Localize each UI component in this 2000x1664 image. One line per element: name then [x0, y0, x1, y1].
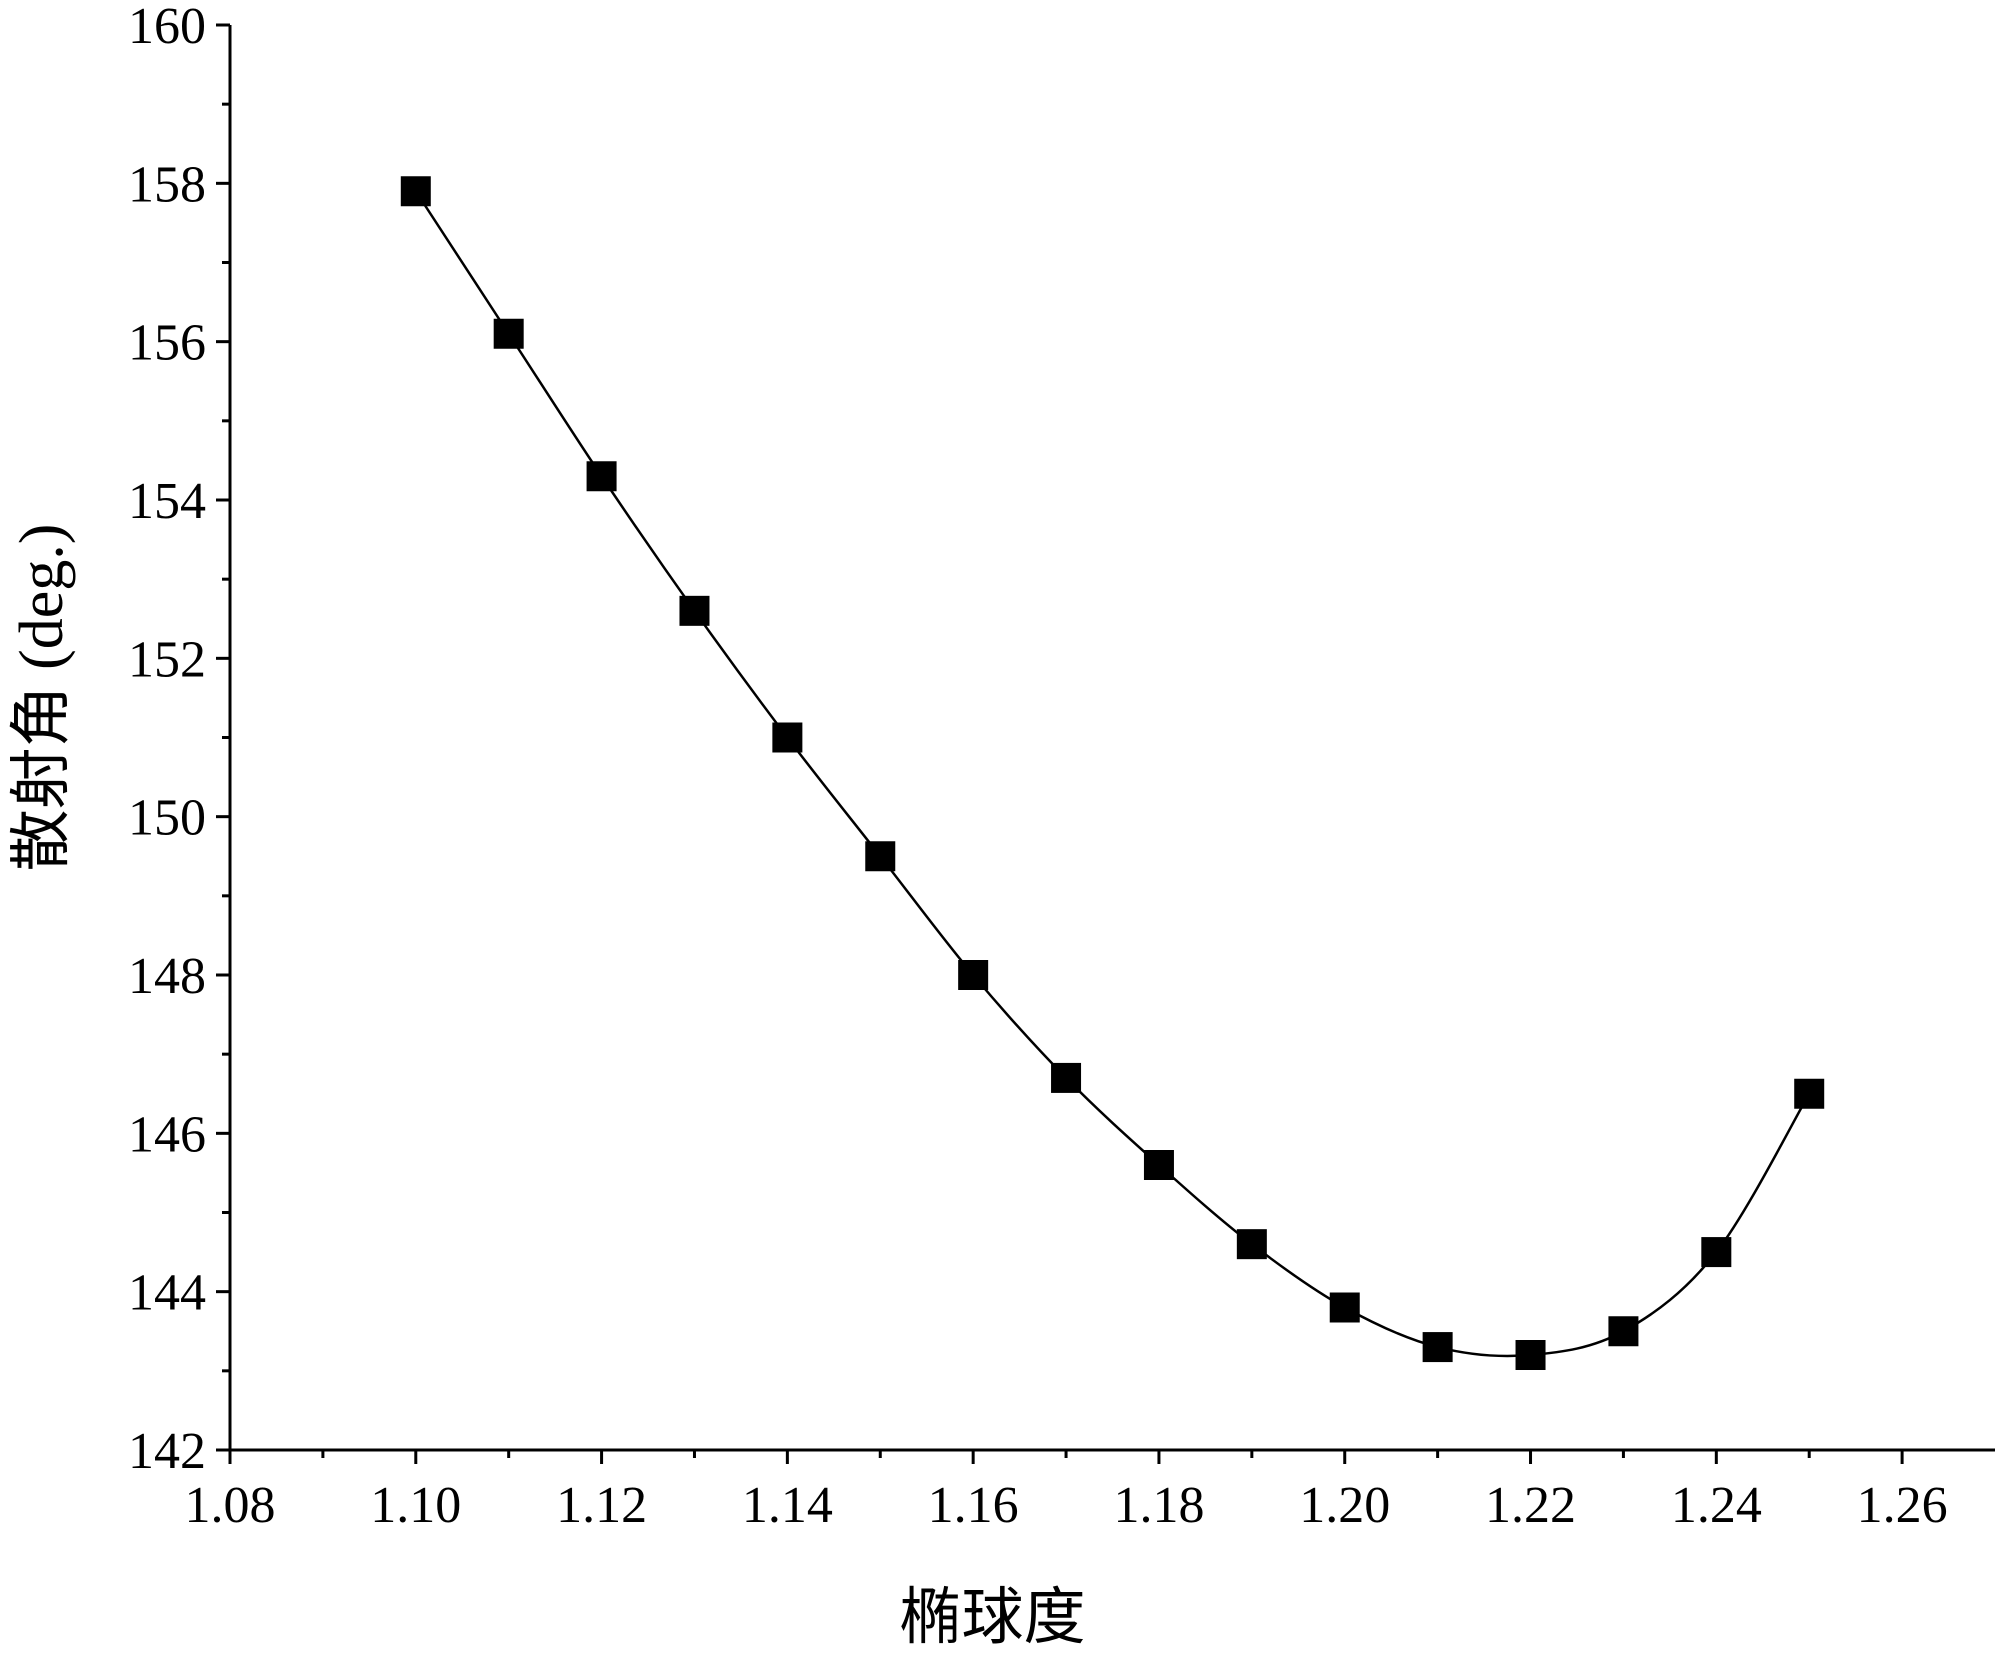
data-point — [1329, 1292, 1360, 1323]
y-tick-label: 156 — [128, 315, 206, 372]
x-axis-ticks: 1.08 1.10 1.12 1.14 1.16 1.18 1.20 1.22 1.24 1.26 — [185, 1450, 1948, 1534]
data-point — [772, 722, 803, 753]
y-tick-label: 146 — [128, 1106, 206, 1163]
x-tick-label: 1.08 — [185, 1477, 276, 1534]
data-point — [493, 318, 524, 349]
y-tick-label: 158 — [128, 156, 206, 213]
y-tick-label: 148 — [128, 948, 206, 1005]
data-point — [400, 176, 431, 207]
x-tick-label: 1.26 — [1857, 1477, 1948, 1534]
x-axis-title: 椭球度 — [899, 1584, 1085, 1652]
data-point — [1236, 1229, 1267, 1260]
x-tick-label: 1.10 — [370, 1477, 461, 1534]
y-tick-label: 142 — [128, 1423, 206, 1480]
y-axis-title: 散射角 (deg.) — [8, 524, 76, 872]
data-point — [679, 595, 710, 626]
x-tick-label: 1.18 — [1113, 1477, 1204, 1534]
y-tick-label: 154 — [128, 473, 206, 530]
data-point — [1143, 1150, 1174, 1180]
data-point — [586, 461, 617, 492]
data-point — [958, 960, 989, 990]
x-tick-label: 1.16 — [928, 1477, 1019, 1534]
data-point — [1608, 1316, 1639, 1347]
y-tick-label: 160 — [128, 0, 206, 55]
x-tick-label: 1.24 — [1671, 1477, 1762, 1534]
y-tick-label: 144 — [128, 1265, 206, 1322]
data-point — [1794, 1078, 1825, 1109]
y-tick-label: 152 — [128, 631, 206, 688]
series — [400, 176, 1825, 1370]
x-tick-label: 1.14 — [742, 1477, 833, 1534]
data-point — [1422, 1332, 1453, 1363]
y-axis-ticks: 142 144 146 148 150 152 154 156 158 160 — [128, 0, 230, 1480]
x-tick-label: 1.12 — [556, 1477, 647, 1534]
data-point — [1515, 1340, 1546, 1370]
data-point — [1701, 1237, 1732, 1268]
x-tick-label: 1.20 — [1299, 1477, 1390, 1534]
series-line — [414, 190, 1811, 1358]
data-point — [865, 841, 896, 872]
x-tick-label: 1.22 — [1485, 1477, 1576, 1534]
axes — [228, 25, 1995, 1452]
y-tick-label: 150 — [128, 790, 206, 847]
data-point — [1051, 1062, 1082, 1093]
